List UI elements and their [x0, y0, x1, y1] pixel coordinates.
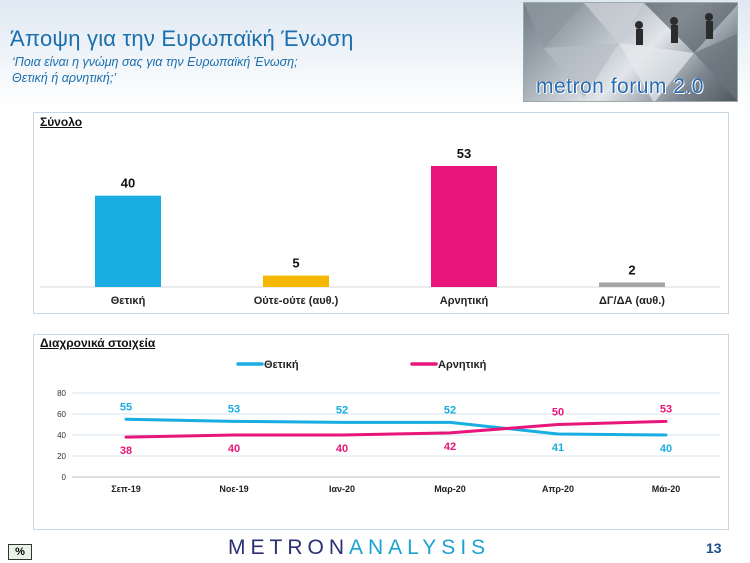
data-label: 38 [120, 445, 132, 457]
page-subtitle: ‘Ποια είναι η γνώμη σας για την Ευρωπαϊκ… [12, 55, 298, 85]
bar-category-label: Ούτε-ούτε (αυθ.) [254, 295, 339, 307]
y-tick-label: 80 [57, 389, 66, 398]
data-label: 50 [552, 407, 564, 419]
series-line-1 [124, 417, 668, 437]
page-number: 13 [706, 540, 722, 556]
data-label: 52 [444, 404, 456, 416]
y-tick-label: 20 [57, 452, 66, 461]
bar-4 [599, 282, 665, 287]
bar-category-label: ΔΓ/ΔΑ (αυθ.) [599, 295, 665, 307]
bar-category-label: Θετική [111, 295, 146, 307]
percent-badge: % [8, 544, 32, 560]
logo-background-graphic [524, 3, 737, 101]
x-tick-label: Μάι-20 [652, 484, 681, 494]
y-tick-label: 60 [57, 410, 66, 419]
data-label: 40 [336, 443, 348, 455]
trend-panel-label: Διαχρονικά στοιχεία [40, 336, 156, 350]
brand-part-analysis: ANALYSIS [349, 536, 491, 559]
data-label: 42 [444, 441, 456, 453]
x-tick-label: Ιαν-20 [329, 484, 355, 494]
brand-part-metron: METRON [228, 536, 349, 559]
metron-analysis-logo: METRONANALYSIS [228, 536, 490, 560]
bar-category-label: Αρνητική [440, 295, 489, 307]
x-tick-label: Νοε-19 [219, 484, 248, 494]
bar-value-label: 5 [292, 256, 299, 271]
data-label: 41 [552, 442, 564, 454]
y-tick-label: 40 [57, 431, 66, 440]
series-line-2 [124, 419, 668, 439]
x-tick-label: Απρ-20 [542, 484, 574, 494]
legend-label-1: Θετική [264, 359, 299, 371]
bar-1 [95, 195, 161, 287]
total-panel-label: Σύνολο [40, 115, 83, 129]
bar-value-label: 40 [121, 176, 135, 191]
trend-chart-panel [33, 334, 729, 530]
bar-3 [431, 165, 497, 287]
bar-value-label: 2 [628, 262, 635, 277]
x-tick-label: Μαρ-20 [434, 484, 466, 494]
bar-value-label: 53 [457, 146, 471, 161]
logo-text: metron forum 2.0 [536, 75, 704, 98]
page-title: Άποψη για την Ευρωπαϊκή Ένωση [10, 26, 354, 51]
x-tick-label: Σεπ-19 [111, 484, 141, 494]
metron-forum-logo: metron forum 2.0 [523, 2, 738, 102]
data-label: 40 [228, 443, 240, 455]
legend-label-2: Αρνητική [438, 359, 487, 371]
data-label: 52 [336, 404, 348, 416]
bar-2 [263, 275, 329, 287]
data-label: 53 [660, 403, 672, 415]
data-label: 40 [660, 443, 672, 455]
data-label: 53 [228, 403, 240, 415]
data-label: 55 [120, 401, 132, 413]
y-tick-label: 0 [62, 473, 67, 482]
